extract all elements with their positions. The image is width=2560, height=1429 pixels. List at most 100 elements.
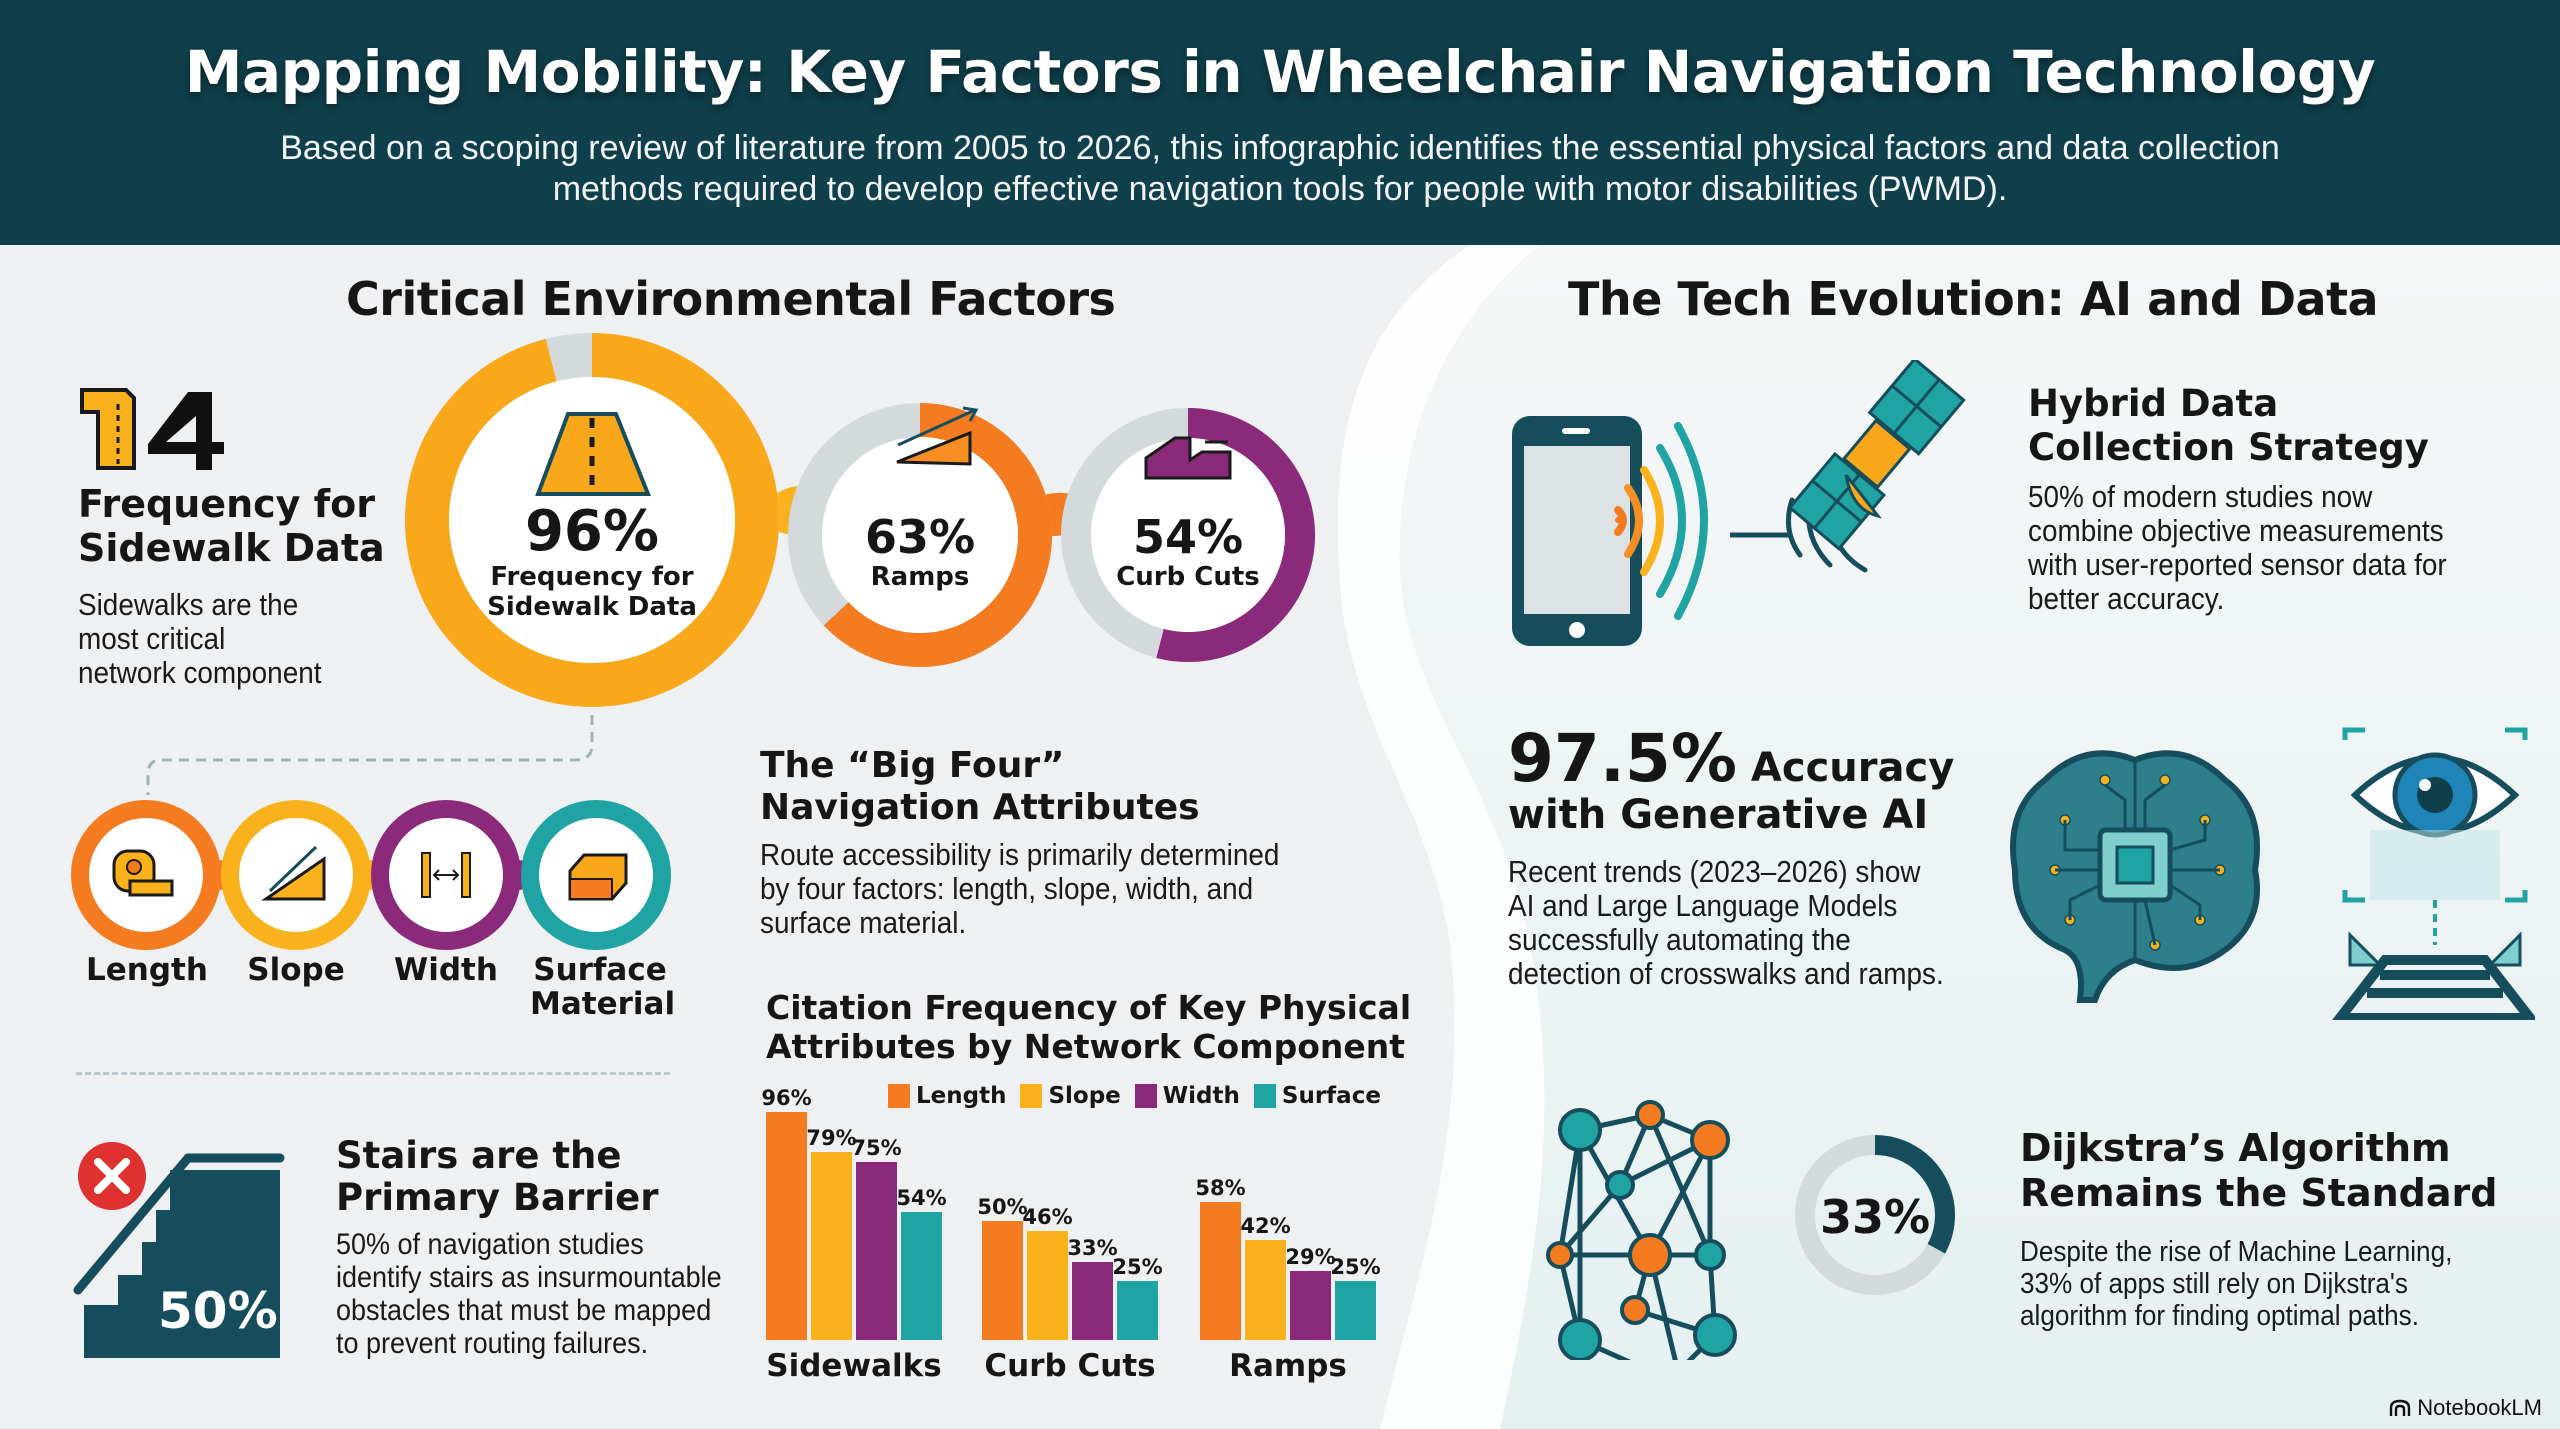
bar-curb-cuts-length xyxy=(982,1221,1023,1340)
page-subtitle: Based on a scoping review of literature … xyxy=(280,129,2280,208)
bar-value-label: 50% xyxy=(977,1195,1028,1219)
bar-ramps-length xyxy=(1200,1202,1241,1340)
dijkstra-desc: Despite the rise of Machine Learning, 33… xyxy=(2020,1236,2452,1332)
barrier-x-icon xyxy=(78,1142,146,1210)
hybrid-desc-line4: better accuracy. xyxy=(2028,581,2225,616)
bar-sidewalks-width xyxy=(856,1162,897,1340)
bar-value-label: 58% xyxy=(1195,1176,1246,1200)
dijkstra-donut xyxy=(1795,1135,1955,1295)
bar-sidewalks-slope xyxy=(811,1152,852,1340)
ring-ramps-value: 63% xyxy=(864,510,976,564)
hybrid-title: Hybrid Data Collection Strategy xyxy=(2028,382,2429,470)
attribute-surface-line1: Surface xyxy=(533,952,667,988)
chart-legend: Length Slope Width Surface xyxy=(888,1083,1381,1109)
dijkstra-title-line1: Dijkstra’s Algorithm xyxy=(2020,1126,2451,1170)
genai-desc-line3: successfully automating the xyxy=(1508,922,1851,957)
legend-swatch-slope xyxy=(1020,1084,1043,1108)
ring-ramps-label-line1: Ramps xyxy=(870,562,970,592)
dashed-connector xyxy=(146,715,594,795)
stairs-desc-line1: 50% of navigation studies xyxy=(336,1228,644,1261)
attribute-surface-label: Surface Material xyxy=(530,952,675,1021)
big-four-title-line1: The “Big Four” xyxy=(760,745,1065,786)
dijkstra-desc-line2: 33% of apps still rely on Dijkstra's xyxy=(2020,1268,2408,1300)
ring-ramps-label: 63% Ramps xyxy=(840,512,1000,592)
smartphone-icon xyxy=(1512,416,1642,646)
big-four-desc-line1: Route accessibility is primarily determi… xyxy=(760,837,1280,872)
genai-desc-line4: detection of crosswalks and ramps. xyxy=(1508,956,1944,991)
width-arrows-icon xyxy=(421,852,471,898)
sidewalk-desc-line1: Sidewalks are the xyxy=(78,587,299,622)
bar-value-label: 46% xyxy=(1022,1205,1073,1229)
ring-sidewalk-label-line1: Frequency for xyxy=(490,562,694,592)
bar-value-label: 42% xyxy=(1240,1214,1291,1238)
genai-desc-line1: Recent trends (2023–2026) show xyxy=(1508,854,1921,889)
bar-chart-plot: 96% 79% 75% 54% Sidewalks 50% 46% 33% 25% Curb Cu… xyxy=(761,1086,1396,1384)
legend-slope: Slope xyxy=(1020,1083,1121,1109)
attribute-slope-label: Slope xyxy=(247,952,345,988)
stairs-icon xyxy=(73,1153,285,1358)
ramp-icon xyxy=(896,406,979,466)
bar-curb-cuts-surface xyxy=(1117,1281,1158,1340)
big-four-desc: Route accessibility is primarily determi… xyxy=(760,838,1279,940)
legend-label-length: Length xyxy=(916,1083,1007,1109)
bar-sidewalks-surface xyxy=(901,1212,942,1340)
stairs-desc-line3: obstacles that must be mapped xyxy=(336,1294,712,1327)
big-four-desc-line2: by four factors: length, slope, width, a… xyxy=(760,871,1254,906)
ai-brain-vision-icon xyxy=(2010,727,2535,1020)
stairs-title: Stairs are the Primary Barrier xyxy=(336,1135,659,1219)
bar-ramps-surface xyxy=(1335,1281,1376,1340)
stairs-value: 50% xyxy=(158,1282,278,1340)
bar-value-label: 75% xyxy=(851,1136,902,1160)
brain-chip-icon xyxy=(2010,750,2260,1003)
bar-value-label: 25% xyxy=(1330,1255,1381,1279)
sidewalk-stat-desc: Sidewalks are the most critical network … xyxy=(78,588,321,690)
tape-measure-icon xyxy=(112,849,174,897)
hybrid-desc-line2: combine objective measurements xyxy=(2028,513,2444,548)
category-label: Sidewalks xyxy=(766,1348,942,1384)
chart-title: Citation Frequency of Key Physical Attri… xyxy=(766,988,1411,1066)
genai-title-rest: Accuracy xyxy=(1736,745,1955,791)
category-label: Ramps xyxy=(1229,1348,1347,1384)
crosswalk-icon xyxy=(2332,931,2535,1020)
page-title: Mapping Mobility: Key Factors in Wheelch… xyxy=(184,38,2376,106)
road-sign-icon xyxy=(80,388,224,470)
sidewalk-title-line1: Frequency for xyxy=(78,482,376,526)
network-graph-icon xyxy=(1546,1100,1737,1360)
hybrid-title-line1: Hybrid Data xyxy=(2028,382,2279,425)
ring-curb-cuts xyxy=(1061,408,1315,662)
bar-value-label: 96% xyxy=(761,1086,812,1110)
category-label: Curb Cuts xyxy=(984,1348,1156,1384)
bar-curb-cuts-width xyxy=(1072,1262,1113,1340)
dijkstra-value: 33% xyxy=(1819,1190,1931,1244)
legend-surface: Surface xyxy=(1253,1083,1381,1109)
bar-curb-cuts-slope xyxy=(1027,1231,1068,1340)
legend-swatch-length xyxy=(888,1084,910,1108)
ring-sidewalk-label-line2: Sidewalk Data xyxy=(487,592,697,622)
notebooklm-brand: NotebookLM xyxy=(2389,1395,2542,1421)
dijkstra-desc-line1: Despite the rise of Machine Learning, xyxy=(2020,1236,2453,1268)
bar-value-label: 29% xyxy=(1285,1245,1336,1269)
sidewalk-stat-title: Frequency for Sidewalk Data xyxy=(78,482,385,570)
section-divider xyxy=(76,1072,670,1075)
bar-value-label: 54% xyxy=(896,1186,947,1210)
big-four-title: The “Big Four” Navigation Attributes xyxy=(760,745,1200,829)
header-banner: Mapping Mobility: Key Factors in Wheelch… xyxy=(0,0,2560,245)
eye-scan-icon xyxy=(2342,727,2528,945)
ring-chain-graphic xyxy=(405,333,1315,707)
ring-sidewalk-label: 96% Frequency for Sidewalk Data xyxy=(460,502,724,623)
legend-label-surface: Surface xyxy=(1281,1083,1381,1109)
stairs-desc-line4: to prevent routing failures. xyxy=(336,1327,649,1360)
genai-desc-line2: AI and Large Language Models xyxy=(1508,888,1898,923)
attribute-length-label: Length xyxy=(86,952,208,988)
hybrid-desc: 50% of modern studies now combine object… xyxy=(2028,480,2447,616)
legend-label-width: Width xyxy=(1162,1083,1240,1109)
signal-waves-icon xyxy=(1614,422,1708,620)
sidewalk-title-line2: Sidewalk Data xyxy=(78,526,385,570)
bar-value-label: 33% xyxy=(1067,1236,1118,1260)
legend-length: Length xyxy=(888,1083,1006,1109)
genai-desc: Recent trends (2023–2026) show AI and La… xyxy=(1508,855,1944,991)
bar-ramps-width xyxy=(1290,1271,1331,1340)
genai-title-line2: with Generative AI xyxy=(1508,792,1929,838)
stairs-title-line1: Stairs are the xyxy=(336,1134,622,1177)
chart-title-line1: Citation Frequency of Key Physical xyxy=(766,988,1412,1027)
